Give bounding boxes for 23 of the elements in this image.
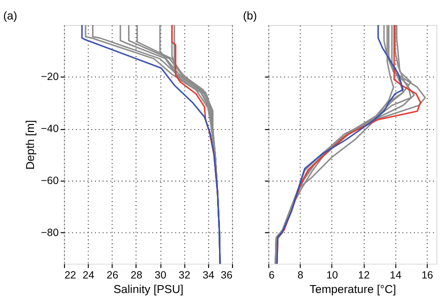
y-axis-title: Depth [m] bbox=[25, 120, 38, 170]
x-tick-label: 12 bbox=[358, 270, 370, 282]
chart-title: (b) bbox=[242, 10, 258, 23]
x-tick-label: 10 bbox=[326, 270, 338, 282]
y-tick-label: −60 bbox=[40, 175, 59, 188]
x-tick-label: 36 bbox=[220, 270, 233, 282]
x-tick-label: 30 bbox=[154, 270, 166, 282]
x-tick-label: 14 bbox=[390, 270, 402, 282]
x-tick-label: 22 bbox=[64, 270, 76, 282]
y-tick-label: −80 bbox=[40, 226, 59, 239]
x-axis-title: Temperature [°C] bbox=[309, 284, 396, 296]
y-tick-label: −40 bbox=[40, 123, 59, 136]
x-tick-label: 26 bbox=[106, 270, 118, 282]
x-tick-label: 34 bbox=[202, 270, 214, 282]
y-tick-label: −20 bbox=[40, 71, 59, 84]
chart-title: (a) bbox=[3, 10, 18, 23]
x-tick-label: 24 bbox=[82, 270, 94, 282]
x-tick-label: 28 bbox=[130, 270, 142, 282]
x-tick-label: 16 bbox=[421, 270, 434, 282]
x-tick-label: 32 bbox=[178, 270, 190, 282]
x-tick-label: 6 bbox=[268, 270, 275, 282]
x-tick-label: 8 bbox=[298, 270, 304, 282]
x-axis-title: Salinity [PSU] bbox=[114, 284, 184, 296]
